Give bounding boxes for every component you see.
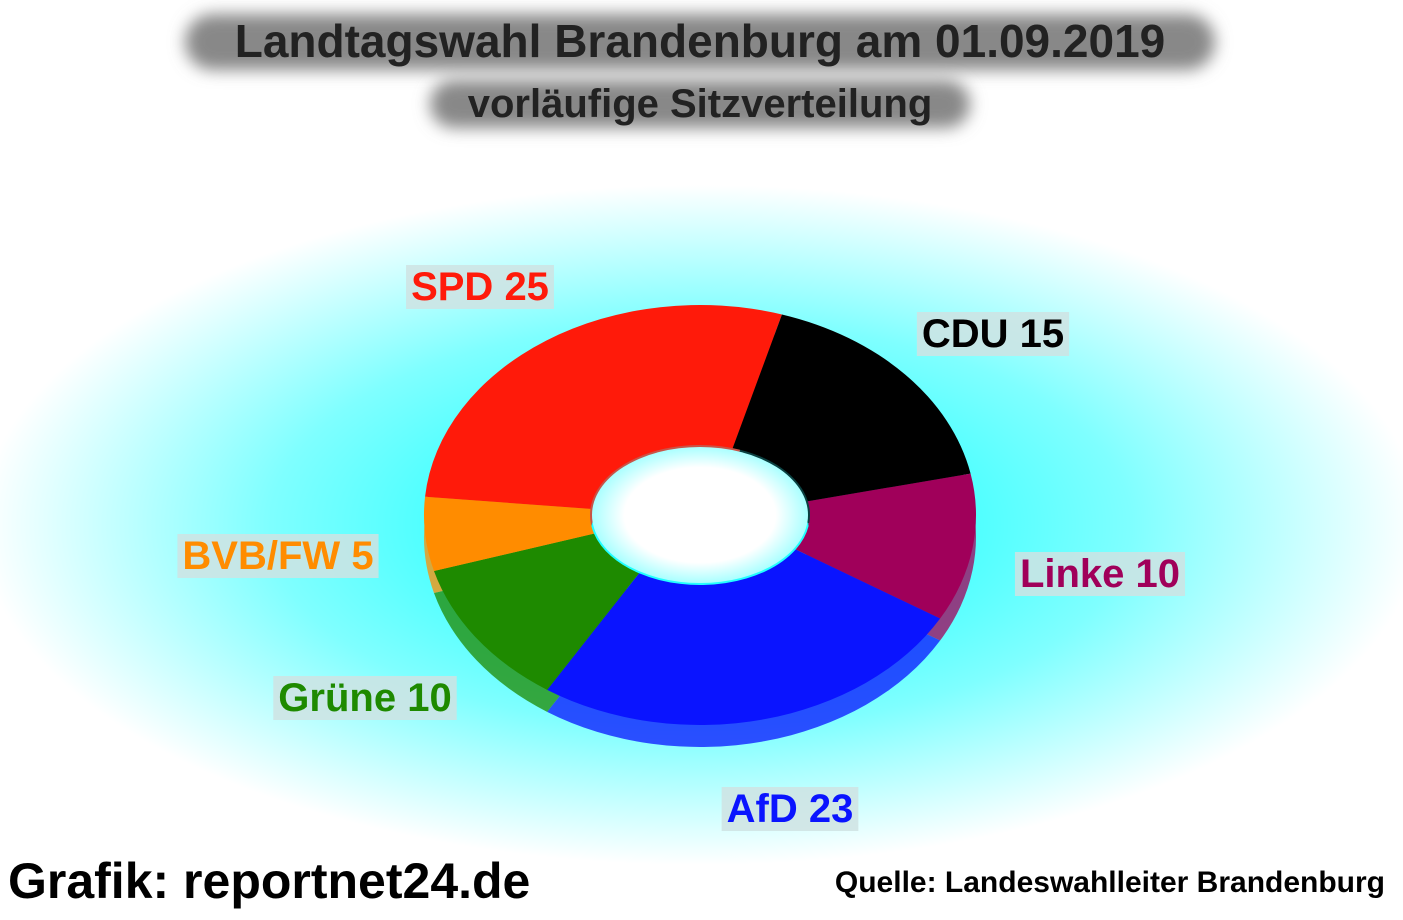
data-label: SPD 25 (411, 265, 549, 309)
value-label: 5 (351, 534, 373, 578)
label-box (177, 534, 379, 578)
category-label: Linke (1020, 552, 1124, 596)
label-box (916, 312, 1070, 356)
data-label: Grüne 10 (278, 676, 451, 720)
slice (795, 473, 976, 619)
labels: SPD 25 CDU 15 Linke 10 AfD 23 Grüne 10 BVB/FW… (177, 265, 1186, 831)
credit: Grafik: reportnet24.de (8, 853, 530, 909)
value-label: 25 (504, 265, 549, 309)
data-label: CDU 15 (922, 312, 1064, 356)
source: Quelle: Landeswahlleiter Brandenburg (835, 866, 1385, 899)
chart-title: Landtagswahl Brandenburg am 01.09.2019 (235, 15, 1166, 67)
label-box (721, 787, 859, 831)
category-label: CDU (922, 312, 1009, 356)
slice (547, 549, 941, 726)
slice (425, 304, 782, 509)
data-label: AfD 23 (727, 787, 854, 831)
label-box (273, 676, 457, 720)
chart-subtitle: vorläufige Sitzverteilung (468, 82, 933, 126)
category-label: SPD (411, 265, 493, 309)
label-box (406, 265, 554, 309)
category-label: BVB/FW (182, 534, 340, 578)
data-label: Linke 10 (1020, 552, 1180, 596)
subtitle-shadow (430, 80, 970, 128)
value-label: 10 (1136, 552, 1181, 596)
category-label: Grüne (278, 676, 396, 720)
slice (424, 496, 594, 571)
data-label: BVB/FW 5 (182, 534, 373, 578)
value-label: 23 (809, 787, 854, 831)
slice (732, 314, 971, 502)
category-label: AfD (727, 787, 798, 831)
donut-hole (592, 447, 808, 583)
label-box (1014, 552, 1186, 596)
slice (433, 533, 640, 690)
value-label: 10 (407, 676, 452, 720)
donut (423, 304, 976, 747)
title-shadow (185, 14, 1215, 70)
value-label: 15 (1020, 312, 1065, 356)
